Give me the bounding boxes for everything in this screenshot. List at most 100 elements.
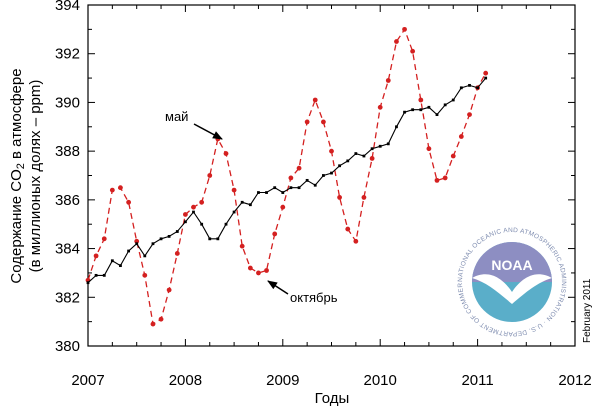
data-point (468, 83, 471, 87)
annotation-october-arrow (267, 280, 289, 295)
data-point (247, 265, 253, 271)
data-point (143, 254, 147, 258)
data-point (483, 70, 489, 76)
data-point (369, 156, 375, 161)
x-tick-label: 2011 (461, 372, 493, 389)
data-point (312, 97, 318, 103)
data-point (288, 175, 294, 181)
annotation-may-arrow (193, 123, 223, 140)
data-point (265, 191, 268, 194)
data-point (86, 281, 90, 285)
data-point (467, 112, 472, 118)
y-axis-label-line1: Содержание CO (8, 169, 25, 283)
data-point (418, 97, 424, 103)
data-point (394, 39, 399, 44)
y-tick-label: 386 (55, 192, 80, 209)
y-axis-label: Содержание CO2 в атмосфере (в миллионых … (8, 68, 44, 283)
y-tick-label: 382 (55, 289, 80, 306)
data-point (183, 212, 188, 217)
data-point (223, 151, 229, 156)
data-point (458, 134, 464, 139)
data-point (248, 203, 252, 207)
data-point (385, 78, 391, 83)
x-tick-label: 2010 (364, 372, 397, 389)
x-tick-label: 2008 (169, 372, 202, 389)
data-point (435, 113, 439, 117)
data-point (184, 220, 187, 224)
date-stamp: February 2011 (582, 278, 593, 343)
y-tick-label: 388 (55, 143, 80, 160)
data-point (353, 238, 359, 244)
svg-text:Содержание CO2 в атмосфере: Содержание CO2 в атмосфере (8, 68, 27, 283)
x-axis-label: Годы (315, 390, 350, 407)
data-point (304, 119, 310, 125)
data-point (126, 199, 132, 205)
data-point (158, 316, 164, 322)
data-point (150, 321, 156, 327)
data-point (313, 183, 317, 187)
data-point (346, 159, 350, 163)
data-point (199, 199, 205, 205)
data-point (239, 243, 245, 249)
data-point (354, 152, 358, 155)
data-point (322, 174, 325, 177)
y-axis-label-sub: 2 (15, 163, 27, 169)
data-point (476, 86, 479, 90)
series-layer (85, 26, 489, 327)
data-point (118, 185, 123, 191)
data-point (191, 204, 196, 210)
noaa-logo-text: NOAA (491, 257, 532, 273)
y-axis-label-line1-rest: в атмосфере (8, 68, 25, 163)
data-point (159, 237, 163, 241)
x-tick-label: 2007 (71, 372, 104, 389)
annotation-layer: май октябрь (165, 109, 338, 305)
data-point (305, 178, 309, 182)
data-point (208, 237, 212, 241)
y-axis: 380 382 384 386 388 390 392 394 (55, 0, 575, 355)
annotation-october: октябрь (290, 290, 338, 305)
data-point (280, 204, 286, 210)
data-point (362, 154, 366, 158)
data-point (240, 200, 244, 204)
data-point (426, 146, 432, 152)
data-point (119, 264, 122, 268)
y-tick-label: 380 (55, 338, 80, 355)
data-point (151, 242, 155, 246)
data-point (419, 108, 423, 112)
data-point (386, 142, 390, 146)
data-point (402, 26, 407, 32)
data-point (94, 273, 98, 277)
data-point (345, 226, 351, 232)
y-tick-label: 390 (55, 94, 80, 111)
y-axis-label-line2: (в миллионых долях – ppm) (27, 80, 44, 273)
data-point (281, 191, 285, 194)
data-point (175, 230, 179, 233)
data-point (200, 222, 204, 226)
data-point (442, 175, 448, 181)
data-point (338, 164, 341, 168)
data-point (434, 177, 440, 183)
data-point (224, 222, 228, 226)
data-point (166, 287, 172, 293)
data-point (443, 103, 447, 107)
noaa-logo: NOAA NATIONAL OCEANIC AND ATMOSPHERIC AD… (454, 224, 570, 340)
data-point (167, 234, 171, 238)
data-point (256, 270, 261, 276)
data-point (484, 76, 488, 80)
data-point (410, 48, 416, 54)
data-point (403, 110, 406, 114)
data-point (297, 186, 301, 190)
data-point (216, 237, 220, 241)
data-point (257, 191, 260, 194)
data-point (101, 236, 107, 242)
data-point (289, 186, 293, 190)
data-point (207, 173, 213, 178)
data-point (321, 119, 326, 125)
x-axis: 2007 2008 2009 2010 2011 2012 (71, 5, 592, 389)
data-point (329, 148, 334, 154)
data-point (427, 105, 431, 109)
x-tick-label: 2009 (266, 372, 299, 389)
data-point (102, 273, 106, 277)
x-tick-label: 2012 (558, 372, 591, 389)
